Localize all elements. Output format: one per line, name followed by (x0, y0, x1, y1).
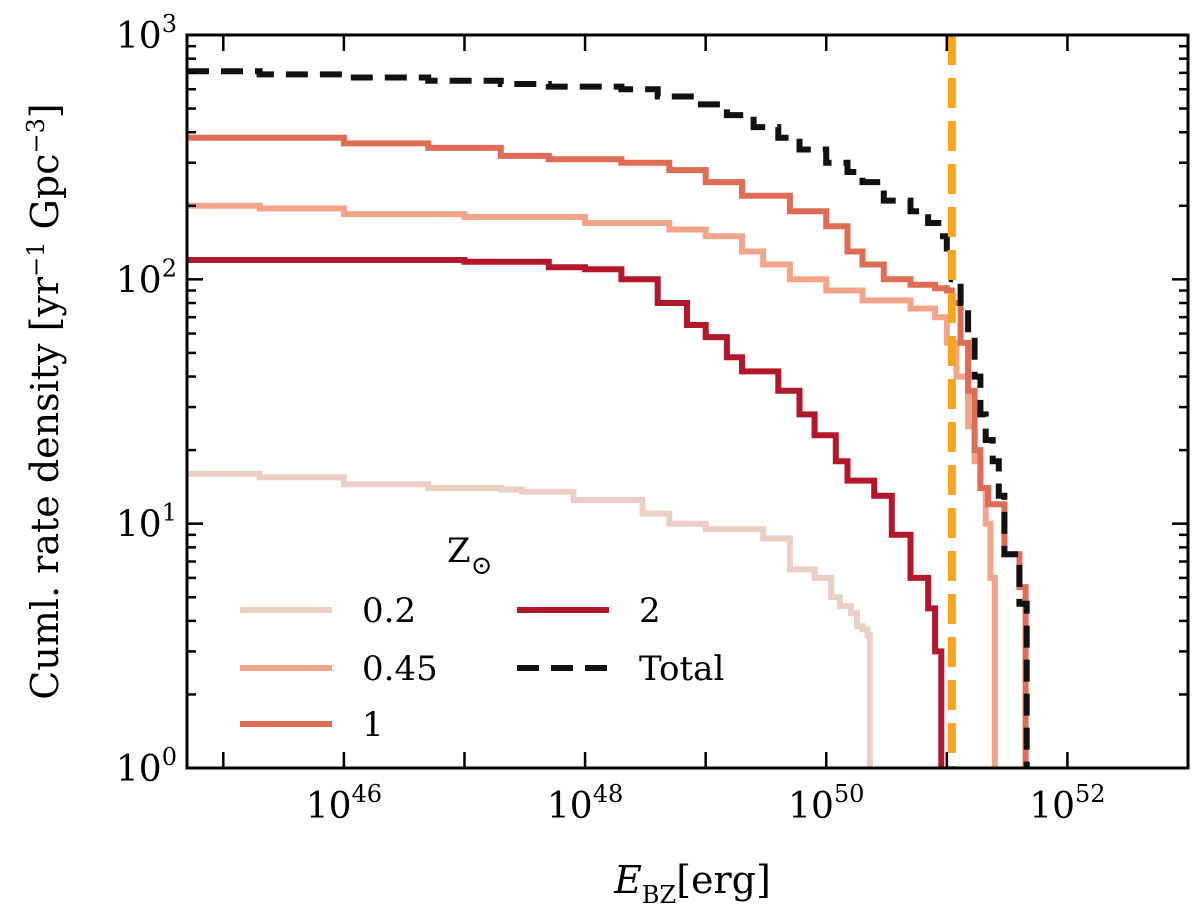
series-line-1 (187, 134, 1029, 768)
y-tick-label: 101 (116, 499, 177, 546)
x-axis-label: EBZ[erg] (613, 858, 771, 908)
x-tick-label: 1052 (1029, 780, 1105, 827)
legend-label: 2 (639, 591, 661, 631)
series-line-2 (187, 257, 945, 768)
legend-label: Total (639, 649, 724, 689)
legend-label: 1 (362, 705, 384, 745)
x-tick-label: 1046 (306, 780, 382, 827)
legend: Z⊙ 0.2 0.45 1 2 Total (240, 531, 724, 745)
y-tick-label: 102 (116, 254, 177, 301)
y-axis-label-exp1: −1 (22, 242, 50, 277)
y-axis-label-prefix: Cuml. rate density [yr (23, 276, 67, 700)
series-line-total (187, 68, 1030, 768)
series-line-0-2 (187, 470, 873, 768)
plot-frame (185, 33, 1190, 770)
y-axis-label-exp2: −3 (22, 118, 50, 153)
legend-label: 0.45 (362, 649, 438, 689)
y-axis-label: Cuml. rate density [yr−1 Gpc−3] (22, 103, 67, 699)
y-tick-label: 100 (116, 743, 177, 790)
series-layer (187, 68, 1030, 768)
x-axis-label-sub: BZ (642, 881, 676, 908)
x-axis-label-unit: [erg] (676, 858, 771, 902)
x-axis-label-main: E (613, 858, 642, 902)
y-axis-label-suffix: ] (23, 103, 67, 118)
legend-label: 0.2 (362, 591, 416, 631)
x-tick-label: 1048 (547, 780, 623, 827)
legend-title: Z⊙ (447, 531, 492, 581)
y-axis-label-mid: Gpc (23, 154, 67, 242)
y-tick-label: 103 (116, 10, 177, 57)
x-tick-label: 1050 (788, 780, 864, 827)
